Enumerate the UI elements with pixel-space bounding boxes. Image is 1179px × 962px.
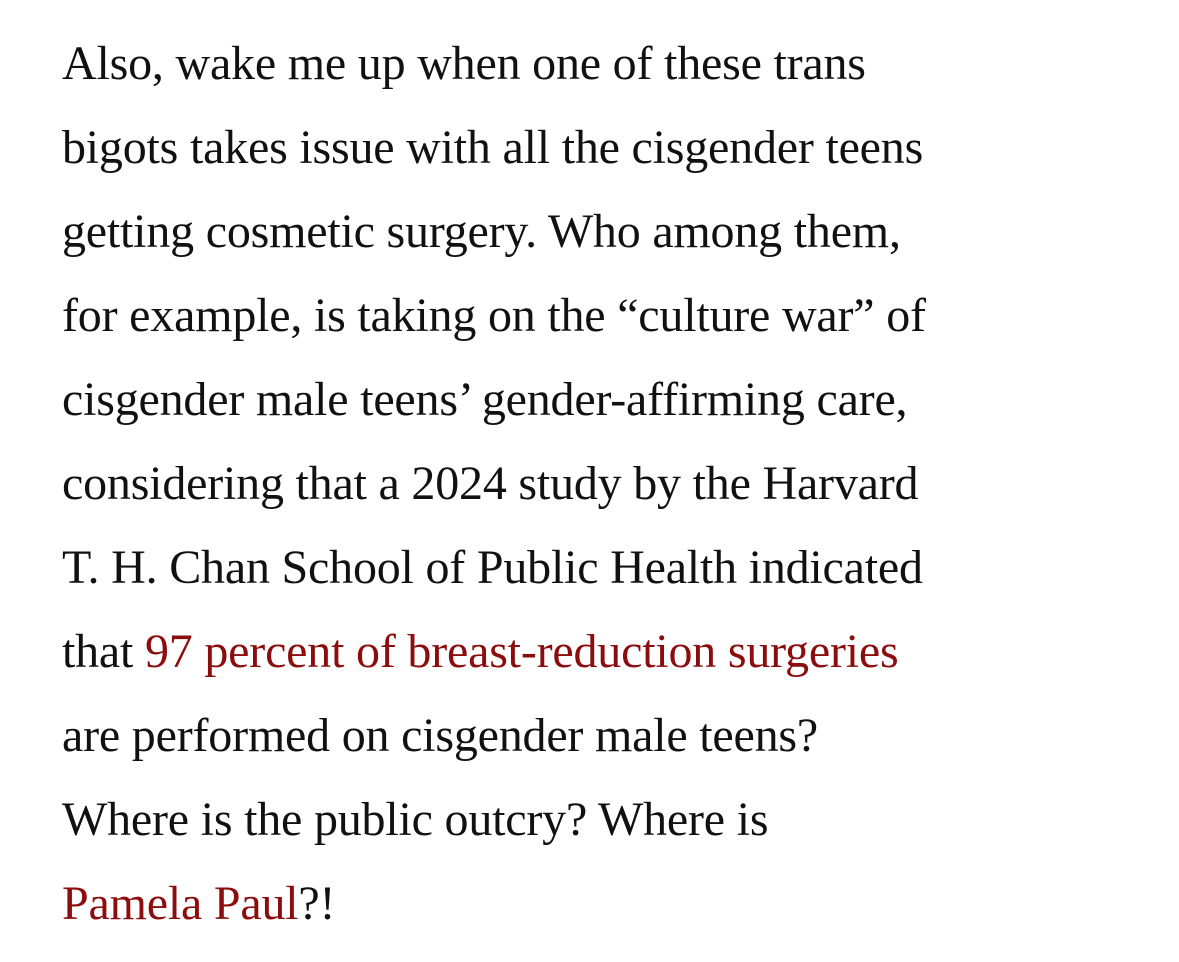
pamela-paul-link[interactable]: Pamela Paul: [62, 877, 299, 930]
paragraph-line-9: are performed on cisgender male teens?: [62, 709, 819, 762]
paragraph-line-4: for example, is taking on the “culture w…: [62, 289, 926, 342]
paragraph-line-5: cisgender male teens’ gender-affirming c…: [62, 373, 908, 426]
paragraph-line-8: that 97 percent of breast-reduction surg…: [62, 610, 1162, 694]
paragraph-line-2: bigots takes issue with all the cisgende…: [62, 121, 924, 174]
line-8-prefix: that: [62, 625, 145, 678]
paragraph-line-11: Pamela Paul?!: [62, 862, 1162, 946]
paragraph-line-1: Also, wake me up when one of these trans: [62, 37, 866, 90]
paragraph-line-6: considering that a 2024 study by the Har…: [62, 457, 919, 510]
article-paragraph: Also, wake me up when one of these trans…: [62, 22, 1162, 946]
paragraph-line-3: getting cosmetic surgery. Who among them…: [62, 205, 901, 258]
line-11-suffix: ?!: [298, 877, 336, 930]
breast-reduction-study-link[interactable]: 97 percent of breast-reduction surgeries: [144, 625, 899, 678]
paragraph-line-7: T. H. Chan School of Public Health indic…: [62, 541, 923, 594]
paragraph-line-10: Where is the public outcry? Where is: [62, 793, 769, 846]
